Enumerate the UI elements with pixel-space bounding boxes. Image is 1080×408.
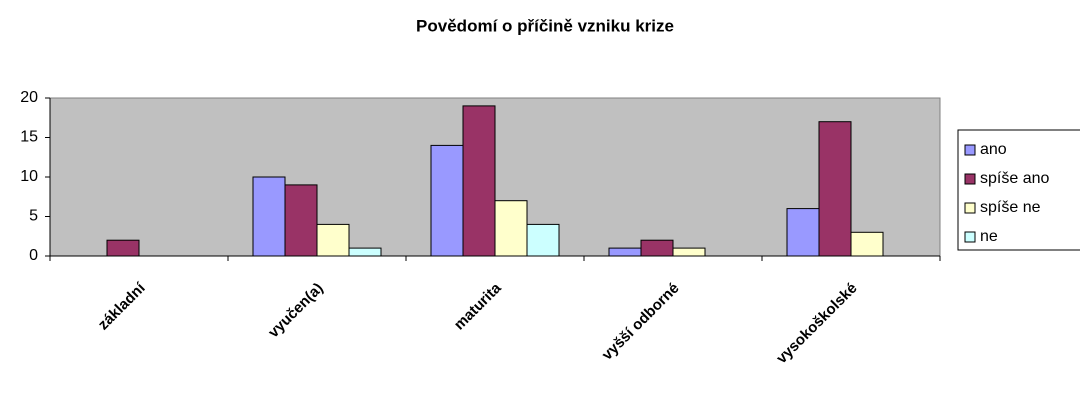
legend-swatch [964,231,976,243]
legend-label: ne [980,228,998,245]
bar [252,176,286,257]
x-tick-label: základní [95,279,149,333]
y-tick-label: 0 [29,247,38,264]
bar [284,184,318,257]
y-tick-label: 5 [29,208,38,225]
bar [786,208,820,257]
bar [672,247,706,257]
bar [316,223,350,257]
legend-label: spíše ne [980,199,1041,216]
chart-title: Povědomí o příčině vzniku krize [416,16,674,35]
legend-label: spíše ano [980,170,1049,187]
y-tick-label: 15 [20,129,38,146]
bar [348,247,382,257]
legend-label: ano [980,141,1007,158]
x-tick-label: maturita [451,279,505,333]
x-tick-label: vyšší odborné [599,280,683,364]
y-tick-label: 20 [20,89,38,106]
bar [526,223,560,257]
x-tick-label: vyučen(a) [265,280,327,342]
legend-swatch [964,202,976,214]
bar [640,239,674,257]
bar [462,105,496,257]
legend-swatch [964,144,976,156]
bar [494,200,528,257]
x-tick-label: vysokoškolské [773,280,861,368]
bar [818,121,852,257]
legend-swatch [964,173,976,185]
legend [957,129,1080,251]
bar [430,144,464,257]
y-tick-label: 10 [20,168,38,185]
bar [850,231,884,257]
bar [608,247,642,257]
bar [106,239,140,257]
